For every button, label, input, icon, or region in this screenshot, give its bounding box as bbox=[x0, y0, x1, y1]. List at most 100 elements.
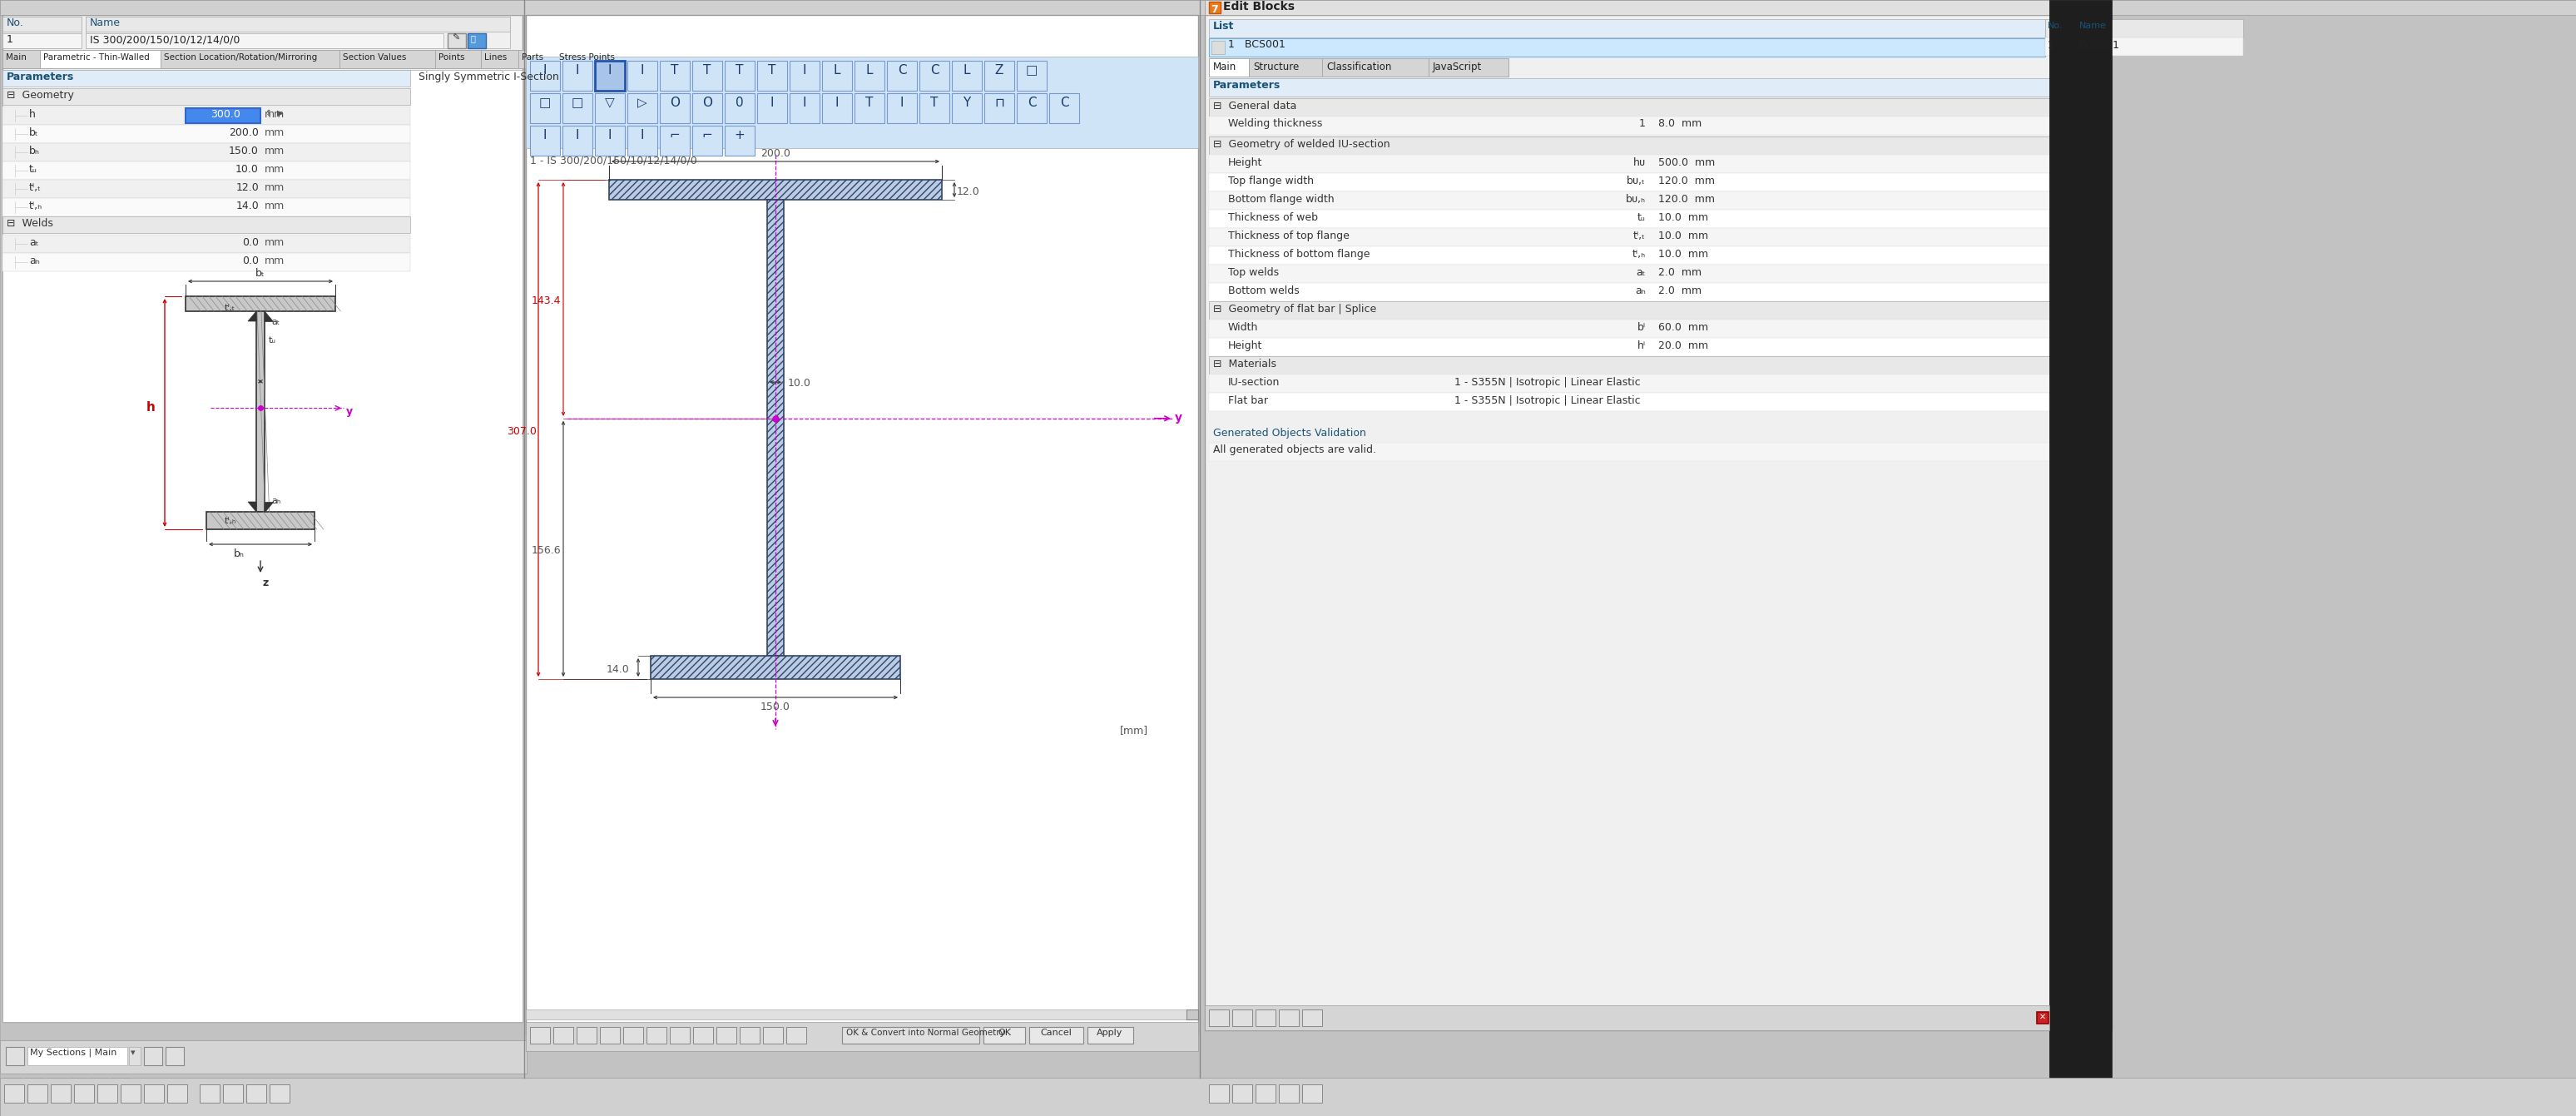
Text: IS 300/200/150/10/12/14/0/0: IS 300/200/150/10/12/14/0/0 bbox=[90, 35, 240, 45]
Bar bbox=[822, 94, 853, 123]
Text: bᴜ,ₜ: bᴜ,ₜ bbox=[1628, 175, 1646, 186]
Bar bbox=[562, 126, 592, 155]
Text: 1: 1 bbox=[1638, 118, 1646, 129]
Text: Parametric - Thin-Walled: Parametric - Thin-Walled bbox=[44, 54, 149, 61]
Text: ⊟  Geometry of flat bar | Splice: ⊟ Geometry of flat bar | Splice bbox=[1213, 304, 1376, 315]
Text: aₜ: aₜ bbox=[28, 238, 39, 248]
Polygon shape bbox=[265, 502, 273, 512]
Bar bbox=[201, 1085, 219, 1103]
Text: 120.0  mm: 120.0 mm bbox=[1659, 194, 1716, 204]
Text: BCS001: BCS001 bbox=[2079, 40, 2120, 50]
Bar bbox=[1208, 393, 2107, 411]
Bar bbox=[340, 50, 435, 68]
Text: L: L bbox=[835, 64, 840, 77]
Bar bbox=[1048, 94, 1079, 123]
Text: bₕ: bₕ bbox=[234, 548, 245, 559]
Text: T: T bbox=[670, 64, 677, 77]
Bar bbox=[629, 60, 657, 90]
Bar bbox=[3, 106, 410, 125]
Text: Main: Main bbox=[5, 54, 26, 61]
Text: Apply: Apply bbox=[1097, 1029, 1123, 1037]
Bar bbox=[1208, 116, 2107, 135]
Bar bbox=[0, 0, 2576, 15]
Bar bbox=[482, 50, 518, 68]
Text: tᵤ: tᵤ bbox=[28, 164, 36, 175]
Text: 20.0  mm: 20.0 mm bbox=[1659, 340, 1708, 352]
Bar bbox=[595, 126, 626, 155]
Text: Singly Symmetric I-Section: Singly Symmetric I-Section bbox=[417, 71, 559, 83]
Text: I: I bbox=[608, 129, 611, 142]
Bar bbox=[623, 1027, 644, 1043]
Bar bbox=[693, 126, 721, 155]
Bar bbox=[1211, 41, 1224, 54]
Bar bbox=[724, 94, 755, 123]
Bar bbox=[255, 311, 265, 512]
Text: 7: 7 bbox=[1211, 3, 1218, 15]
Text: aₕ: aₕ bbox=[1636, 286, 1646, 296]
Text: 10.0  mm: 10.0 mm bbox=[1659, 212, 1708, 223]
Bar bbox=[1188, 1010, 1198, 1019]
Text: 1   BCS001: 1 BCS001 bbox=[1229, 39, 1285, 50]
Bar bbox=[0, 1078, 2576, 1116]
Text: Bottom welds: Bottom welds bbox=[1229, 286, 1298, 296]
Bar bbox=[2050, 0, 2112, 1116]
Bar bbox=[762, 1027, 783, 1043]
Bar bbox=[518, 50, 556, 68]
Text: tᵤ: tᵤ bbox=[1638, 212, 1646, 223]
Text: I: I bbox=[544, 64, 546, 77]
Text: hᴜ: hᴜ bbox=[1633, 157, 1646, 169]
Text: 10.0: 10.0 bbox=[234, 164, 258, 175]
Bar bbox=[554, 1027, 574, 1043]
Text: I: I bbox=[899, 97, 904, 109]
Bar bbox=[185, 296, 335, 311]
Bar bbox=[1301, 1010, 1321, 1026]
Bar bbox=[1208, 228, 2107, 247]
Text: Bottom flange width: Bottom flange width bbox=[1229, 194, 1334, 204]
Text: 0: 0 bbox=[737, 97, 744, 109]
Text: tⁱ,ₜ: tⁱ,ₜ bbox=[224, 304, 234, 312]
Text: 14.0: 14.0 bbox=[605, 664, 629, 675]
Text: □: □ bbox=[1025, 64, 1038, 77]
Bar bbox=[757, 60, 788, 90]
Bar bbox=[247, 1085, 265, 1103]
Text: I: I bbox=[544, 129, 546, 142]
Bar bbox=[2076, 38, 2244, 56]
Text: Generated Objects Validation: Generated Objects Validation bbox=[1213, 427, 1365, 439]
Text: T: T bbox=[930, 97, 938, 109]
Bar bbox=[90, 1078, 108, 1096]
Bar bbox=[1278, 1085, 1298, 1103]
Bar bbox=[1208, 192, 2107, 210]
Text: aₜ: aₜ bbox=[1636, 267, 1646, 278]
Text: O: O bbox=[670, 97, 680, 109]
Text: mm: mm bbox=[265, 164, 286, 175]
Bar bbox=[629, 126, 657, 155]
Bar bbox=[629, 94, 657, 123]
Polygon shape bbox=[247, 311, 255, 321]
Bar bbox=[85, 33, 443, 48]
Text: List: List bbox=[1213, 21, 1234, 31]
Bar bbox=[822, 60, 853, 90]
Text: y: y bbox=[1175, 412, 1182, 423]
Text: 143.4: 143.4 bbox=[531, 296, 562, 307]
Text: Structure: Structure bbox=[1252, 61, 1298, 73]
Bar bbox=[600, 1027, 621, 1043]
Text: I: I bbox=[608, 64, 611, 77]
Text: Cancel: Cancel bbox=[1041, 1029, 1072, 1037]
Text: C: C bbox=[896, 64, 907, 77]
Text: tⁱ,ₜ: tⁱ,ₜ bbox=[1633, 231, 1646, 241]
Text: 10.0  mm: 10.0 mm bbox=[1659, 231, 1708, 241]
Bar bbox=[3, 143, 410, 162]
Bar bbox=[1231, 1010, 1252, 1026]
Text: T: T bbox=[737, 64, 744, 77]
Text: ⌐: ⌐ bbox=[701, 129, 714, 142]
Bar bbox=[3, 1078, 21, 1096]
Text: 1 - S355N | Isotropic | Linear Elastic: 1 - S355N | Isotropic | Linear Elastic bbox=[1455, 377, 1641, 388]
Bar bbox=[3, 180, 410, 198]
Bar bbox=[270, 1085, 289, 1103]
Bar bbox=[562, 60, 592, 90]
Bar bbox=[435, 50, 482, 68]
Bar bbox=[652, 656, 899, 680]
Text: h: h bbox=[28, 109, 36, 119]
Polygon shape bbox=[265, 311, 273, 321]
Text: Parameters: Parameters bbox=[1213, 80, 1280, 90]
